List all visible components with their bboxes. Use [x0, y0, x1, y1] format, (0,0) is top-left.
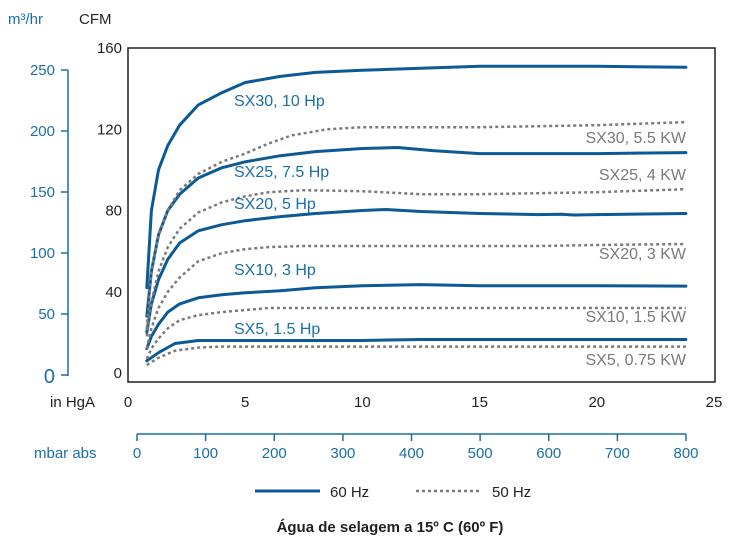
- series-line: [145, 306, 686, 360]
- x1-tick-label: 10: [354, 394, 371, 411]
- series-line: [145, 146, 688, 318]
- series-line: [145, 187, 686, 337]
- chart-caption: Água de selagem a 15º C (60º F): [277, 519, 504, 536]
- x2-tick-label: 0: [133, 445, 141, 462]
- series-label: SX5, 0.75 KW: [586, 352, 687, 369]
- series-layer: [145, 64, 688, 366]
- legend-50hz-label: 50 Hz: [492, 484, 531, 501]
- x2-axis-ticks: 0 100 200 300 400 500 600 700 800: [133, 434, 699, 462]
- legend: 60 Hz 50 Hz: [255, 484, 531, 501]
- y2-tick-label: 200: [30, 123, 55, 140]
- series-line: [145, 242, 686, 349]
- y1-tick-label: 0: [114, 365, 122, 382]
- series-label: SX25, 4 KW: [599, 167, 687, 184]
- y1-tick-label: 80: [105, 203, 122, 220]
- series-line: [145, 64, 688, 290]
- x1-tick-label: 20: [588, 394, 605, 411]
- x1-tick-label: 15: [471, 394, 488, 411]
- series-line: [145, 283, 688, 351]
- y1-tick-label: 120: [97, 121, 122, 138]
- y2-tick-label: 0: [44, 366, 55, 388]
- series-line: [145, 208, 688, 334]
- series-label: SX30, 10 Hp: [234, 93, 325, 110]
- y2-tick-label: 150: [30, 184, 55, 201]
- series-label: SX5, 1.5 Hp: [234, 321, 320, 338]
- legend-60hz-label: 60 Hz: [330, 484, 369, 501]
- x2-axis-title: mbar abs: [34, 445, 97, 462]
- plot-frame: [127, 47, 716, 383]
- x2-tick-label: 300: [330, 445, 355, 462]
- series-line: [146, 345, 686, 366]
- y2-tick-label: 100: [30, 245, 55, 262]
- x2-tick-label: 400: [399, 445, 424, 462]
- x2-tick-label: 500: [468, 445, 493, 462]
- series-label: SX20, 5 Hp: [234, 196, 316, 213]
- y1-axis-ticks: 0 40 80 120 160: [97, 40, 122, 382]
- x2-tick-label: 700: [605, 445, 630, 462]
- y2-tick-label: 50: [38, 306, 55, 323]
- series-label: SX25, 7.5 Hp: [234, 164, 329, 181]
- series-label: SX20, 3 KW: [599, 246, 687, 263]
- y1-tick-label: 40: [105, 284, 122, 301]
- x2-tick-label: 100: [193, 445, 218, 462]
- y2-axis-ticks: 0 50 100 150 200 250: [30, 62, 68, 388]
- series-labels: SX30, 10 Hp SX25, 7.5 Hp SX20, 5 Hp SX10, 3…: [234, 93, 687, 369]
- x1-tick-label: 5: [241, 394, 249, 411]
- x1-axis-ticks: 0 5 10 15 20 25: [124, 394, 723, 411]
- series-label: SX10, 3 Hp: [234, 262, 316, 279]
- y2-tick-label: 250: [30, 62, 55, 79]
- series-label: SX30, 5.5 KW: [586, 130, 687, 147]
- y2-axis-title: m³/hr: [8, 11, 43, 28]
- x1-axis-title: in HgA: [50, 394, 95, 411]
- x2-tick-label: 800: [673, 445, 698, 462]
- x2-tick-label: 600: [536, 445, 561, 462]
- series-label: SX10, 1.5 KW: [586, 309, 687, 326]
- y1-axis-title: CFM: [79, 11, 112, 28]
- x1-tick-label: 0: [124, 394, 132, 411]
- series-line: [145, 338, 688, 363]
- x2-tick-label: 200: [262, 445, 287, 462]
- y1-tick-label: 160: [97, 40, 122, 57]
- x1-tick-label: 25: [706, 394, 723, 411]
